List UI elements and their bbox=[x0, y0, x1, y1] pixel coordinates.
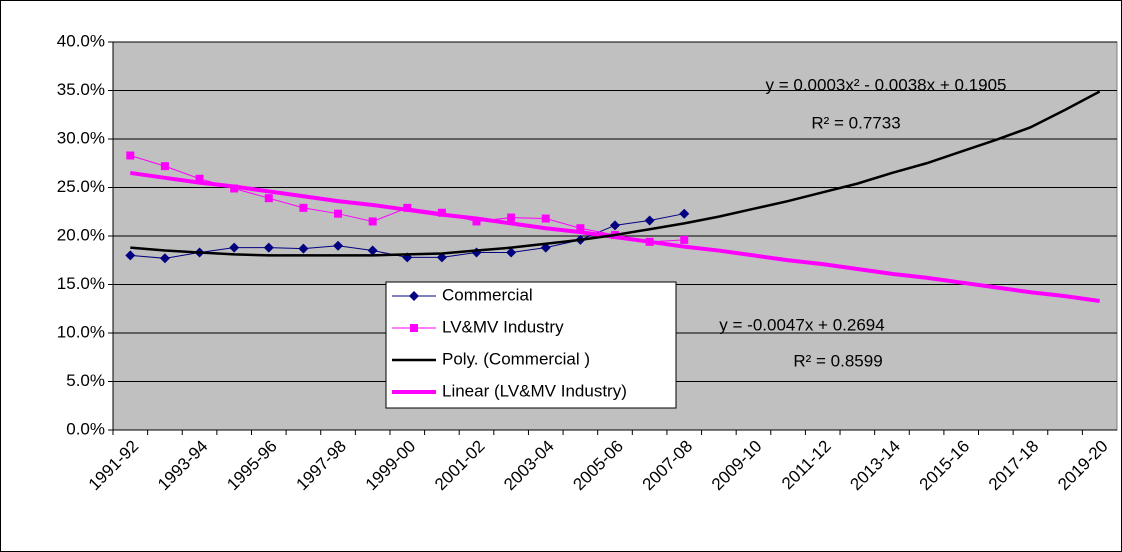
y-tick-label: 35.0% bbox=[57, 80, 105, 99]
marker bbox=[541, 214, 550, 223]
legend-marker bbox=[409, 291, 419, 301]
marker bbox=[298, 243, 309, 254]
marker bbox=[333, 240, 344, 251]
marker bbox=[436, 252, 447, 263]
marker bbox=[264, 194, 273, 203]
marker bbox=[263, 242, 274, 253]
trendline-equation: y = -0.0047x + 0.2694 bbox=[719, 315, 884, 334]
legend-marker bbox=[410, 324, 418, 332]
marker bbox=[506, 247, 517, 258]
y-tick-label: 0.0% bbox=[66, 419, 105, 438]
trendline-equation: R² = 0.8599 bbox=[793, 351, 882, 370]
marker bbox=[229, 242, 240, 253]
marker bbox=[576, 224, 585, 233]
y-tick-label: 15.0% bbox=[57, 274, 105, 293]
marker bbox=[367, 245, 378, 256]
series-line bbox=[130, 90, 1101, 257]
legend-label: Linear (LV&MV Industry) bbox=[442, 381, 627, 400]
marker bbox=[507, 213, 516, 222]
marker bbox=[160, 162, 169, 171]
marker bbox=[679, 208, 690, 219]
y-tick-label: 30.0% bbox=[57, 128, 105, 147]
y-tick-label: 10.0% bbox=[57, 322, 105, 341]
trendline-equation: R² = 0.7733 bbox=[811, 113, 900, 132]
marker bbox=[125, 250, 136, 261]
marker bbox=[299, 203, 308, 212]
marker bbox=[368, 217, 377, 226]
marker bbox=[126, 151, 135, 160]
legend bbox=[385, 281, 677, 409]
trendline-equation: y = 0.0003x² - 0.0038x + 0.1905 bbox=[765, 75, 1006, 94]
marker bbox=[644, 215, 655, 226]
marker bbox=[159, 253, 170, 264]
marker bbox=[195, 174, 204, 183]
y-tick-label: 40.0% bbox=[57, 31, 105, 50]
legend-label: Poly. (Commercial ) bbox=[442, 349, 590, 368]
marker bbox=[334, 209, 343, 218]
y-tick-label: 5.0% bbox=[66, 371, 105, 390]
series-line bbox=[130, 170, 1100, 303]
y-tick-label: 25.0% bbox=[57, 177, 105, 196]
y-tick-label: 20.0% bbox=[57, 225, 105, 244]
legend-label: Commercial bbox=[442, 285, 533, 304]
marker bbox=[680, 235, 689, 244]
marker bbox=[610, 220, 620, 231]
marker bbox=[472, 217, 481, 226]
legend-label: LV&MV Industry bbox=[442, 317, 564, 336]
